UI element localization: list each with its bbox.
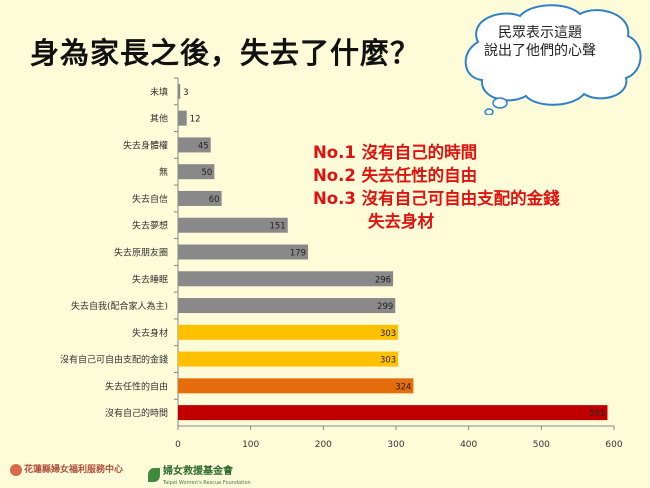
x-tick-label: 0 bbox=[175, 440, 181, 450]
category-label: 失去夢想 bbox=[132, 220, 168, 232]
data-label: 299 bbox=[377, 302, 393, 312]
bar bbox=[178, 83, 181, 99]
bubble-line-1: 民眾表示這題 bbox=[498, 25, 582, 41]
data-label: 3 bbox=[183, 88, 188, 98]
footer-left-org: 花蓮縣婦女福利服務中心 bbox=[24, 465, 124, 475]
data-label: 296 bbox=[375, 275, 391, 285]
data-label: 151 bbox=[269, 222, 285, 232]
category-label: 無 bbox=[159, 166, 168, 178]
category-label: 失去睡眠 bbox=[132, 273, 168, 285]
bar bbox=[178, 110, 187, 126]
bar bbox=[178, 137, 211, 153]
leaf-logo-icon bbox=[148, 467, 160, 482]
data-label: 303 bbox=[380, 329, 396, 339]
footer-logo-right: 婦女救援基金會 Taipei Women's Rescue Foundation bbox=[148, 462, 251, 487]
top-answers: No.1 沒有自己的時間 No.2 失去任性的自由 No.3 沒有自己可自由支配… bbox=[313, 141, 560, 233]
category-label: 失去原朋友圈 bbox=[114, 247, 168, 259]
footer-right-org: 婦女救援基金會 bbox=[163, 466, 233, 477]
bubble-line-2: 說出了他們的心聲 bbox=[484, 43, 596, 59]
bar bbox=[178, 324, 399, 340]
x-tick-label: 600 bbox=[605, 440, 622, 450]
x-tick-label: 500 bbox=[533, 440, 550, 450]
data-label: 179 bbox=[290, 249, 306, 259]
page-title: 身為家長之後，失去了什麼？ bbox=[30, 36, 421, 70]
category-label: 失去身體權 bbox=[123, 139, 168, 151]
top-answer-3b: 失去身材 bbox=[368, 212, 434, 231]
category-label: 沒有自己可自由支配的金錢 bbox=[60, 354, 168, 366]
bar bbox=[178, 271, 394, 287]
data-label: 324 bbox=[395, 382, 411, 392]
category-label: 沒有自己的時間 bbox=[105, 407, 168, 419]
data-label: 45 bbox=[198, 141, 209, 151]
x-tick-label: 200 bbox=[315, 440, 332, 450]
data-label: 50 bbox=[202, 168, 213, 178]
bar bbox=[178, 164, 215, 180]
thought-bubble-text: 民眾表示這題 說出了他們的心聲 bbox=[470, 24, 610, 60]
top-answer-1: No.1 沒有自己的時間 bbox=[313, 143, 478, 162]
category-label: 失去自信 bbox=[132, 193, 168, 205]
flower-logo-icon bbox=[10, 463, 22, 476]
data-label: 303 bbox=[380, 356, 396, 366]
category-label: 未填 bbox=[150, 86, 168, 98]
bar bbox=[178, 405, 608, 421]
footer-logo-left: 花蓮縣婦女福利服務中心 bbox=[10, 462, 123, 476]
x-tick-label: 100 bbox=[242, 440, 259, 450]
category-label: 失去自我(配合家人為主) bbox=[71, 300, 168, 312]
bar bbox=[178, 351, 399, 367]
top-answer-2: No.2 失去任性的自由 bbox=[313, 166, 478, 185]
bar bbox=[178, 244, 309, 260]
category-label: 其他 bbox=[150, 113, 168, 125]
top-answer-3: No.3 沒有自己可自由支配的金錢 bbox=[313, 189, 560, 208]
category-label: 失去任性的自由 bbox=[105, 380, 168, 392]
footer-right-org-en: Taipei Women's Rescue Foundation bbox=[163, 480, 251, 486]
bar bbox=[178, 298, 396, 314]
bar bbox=[178, 190, 222, 206]
category-label: 失去身材 bbox=[132, 327, 168, 339]
bar bbox=[178, 217, 288, 233]
x-tick-label: 300 bbox=[387, 440, 404, 450]
data-label: 12 bbox=[190, 115, 201, 125]
data-label: 60 bbox=[209, 195, 220, 205]
bar bbox=[178, 378, 414, 394]
thought-bubble-icon bbox=[464, 4, 642, 115]
data-label: 591 bbox=[589, 409, 605, 419]
x-tick-label: 400 bbox=[460, 440, 477, 450]
